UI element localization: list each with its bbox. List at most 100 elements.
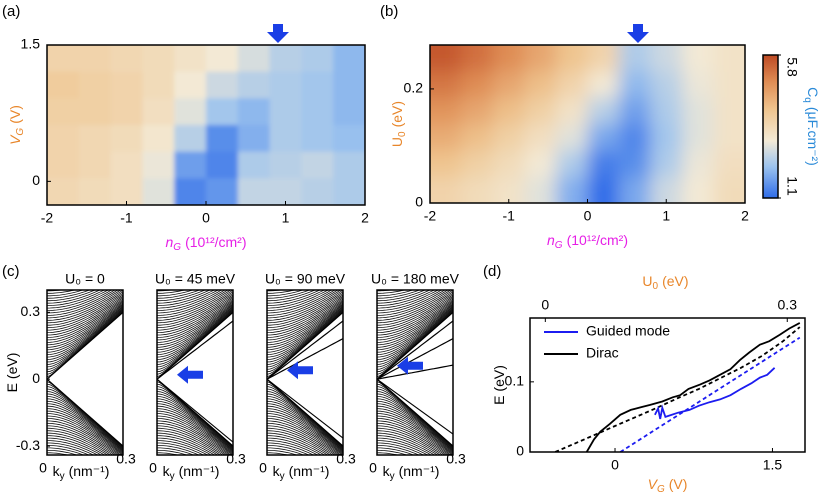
band-line (377, 309, 453, 363)
band-line (377, 295, 453, 331)
band-line (267, 291, 343, 324)
band-line (47, 440, 99, 455)
y-axis-label: E (eV) (491, 365, 507, 405)
band-line (377, 290, 452, 319)
band-line (47, 408, 123, 453)
guided-band (377, 364, 453, 380)
band-line (267, 396, 343, 449)
band-line (267, 300, 343, 338)
plot-area (554, 322, 801, 452)
band-line (157, 449, 189, 455)
band-line (377, 432, 439, 455)
heatmap-cell (110, 151, 143, 179)
band-line (377, 405, 453, 452)
heatmap-cell (524, 124, 557, 151)
y-tick-label: -0.3 (16, 437, 40, 453)
heatmap-cell (206, 125, 239, 153)
band-line (47, 418, 122, 455)
label-part: (eV) (4, 353, 20, 379)
x-tick-label: -1 (503, 208, 516, 224)
heatmap-cell (713, 124, 745, 151)
band-line (157, 306, 233, 353)
band-line (157, 425, 226, 455)
label-part: C (805, 87, 821, 97)
band-edge (377, 311, 453, 380)
guided-band (377, 378, 453, 435)
label-part: U (389, 137, 405, 147)
band-line (157, 297, 233, 333)
band-line (157, 302, 233, 343)
panel-label: (d) (483, 263, 501, 280)
band-line (47, 309, 123, 360)
band-line (267, 393, 343, 449)
guided-band (157, 320, 233, 380)
label-part: k (163, 463, 171, 479)
heatmap-cell (587, 71, 620, 99)
heatmap-cell (556, 97, 588, 125)
band-line (47, 301, 123, 341)
band-line (157, 290, 216, 306)
heatmap-cell (269, 178, 302, 205)
band-line (157, 310, 233, 365)
band-line (267, 435, 326, 455)
band-line (157, 405, 233, 452)
band-line (267, 305, 343, 351)
x-axis-label: VG (V) (648, 476, 688, 495)
guided-band (377, 320, 453, 380)
band-line (47, 425, 116, 455)
x-tick-label: 2 (361, 210, 369, 226)
band-line (377, 310, 453, 368)
band-line (47, 396, 123, 449)
x-tick-label: 0.3 (446, 451, 466, 467)
band-line (377, 300, 453, 338)
arrow (397, 356, 423, 375)
heatmap-cell (619, 71, 651, 99)
band-line (377, 307, 453, 356)
x-axis-label: nG (10¹²/cm²) (547, 232, 628, 251)
heatmap-cell (78, 71, 112, 99)
heatmap-cell (650, 150, 683, 178)
band-line (47, 302, 123, 343)
colorbar (762, 54, 779, 199)
heatmap-cell (269, 45, 302, 73)
x-tick-label: 0.3 (226, 451, 246, 467)
band-line (47, 290, 77, 294)
band-line (377, 408, 453, 453)
band-line (377, 290, 421, 299)
heatmap-cell (333, 45, 365, 73)
guided-band (267, 338, 343, 380)
heatmap-cell (493, 97, 525, 125)
heatmap-cell (142, 125, 175, 153)
heatmap-cell (142, 178, 175, 205)
heatmap-cell (493, 150, 525, 178)
band-line (157, 290, 233, 321)
band-line (157, 309, 233, 360)
heatmap-cell (650, 176, 683, 203)
band-line (157, 400, 233, 450)
guided-band (267, 320, 343, 380)
band-line (157, 291, 233, 324)
band-line (377, 430, 441, 455)
y-tick-label: 0 (32, 370, 40, 386)
band-line (47, 405, 123, 452)
heatmap-cell (587, 124, 620, 151)
band-line (267, 447, 305, 455)
band-line (267, 430, 331, 455)
band-line (267, 290, 297, 294)
heatmap-cell (269, 125, 302, 153)
heatmap-cell (682, 71, 714, 99)
band-line (157, 393, 233, 449)
subplot-title: U₀ = 0 (65, 271, 105, 287)
band-line (157, 307, 233, 356)
band-line (47, 290, 101, 304)
band-line (267, 307, 343, 356)
label-part: (10¹²/cm²) (185, 234, 246, 250)
x-tick-label: -2 (424, 208, 437, 224)
band-line (267, 295, 343, 331)
plot-frame (529, 317, 806, 453)
heatmap-cell (556, 45, 588, 72)
band-line (377, 292, 453, 326)
band-line (47, 310, 123, 365)
band-line (157, 290, 226, 314)
